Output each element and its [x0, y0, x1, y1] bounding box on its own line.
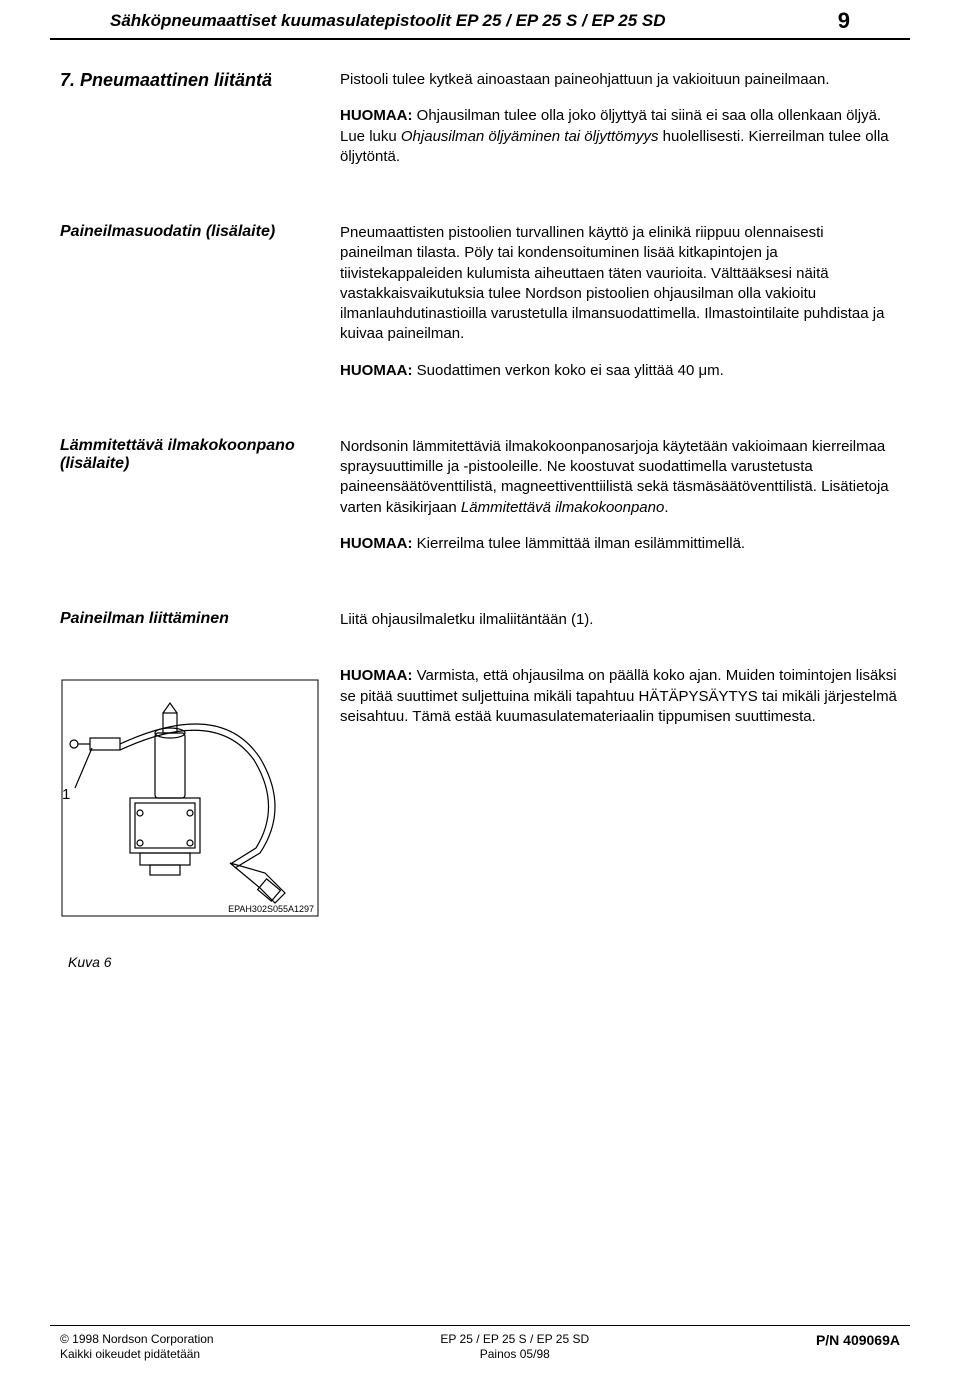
note-label: HUOMAA: [340, 107, 413, 124]
product-line: EP 25 / EP 25 S / EP 25 SD [440, 1332, 589, 1348]
text: Varmista, että ohjausilma on päällä koko… [340, 667, 897, 725]
edition: Painos 05/98 [440, 1347, 589, 1363]
page-content: 7. Pneumaattinen liitäntä Pistooli tulee… [0, 40, 960, 970]
section-title: Paineilman liittäminen [60, 610, 320, 628]
diagram-container: 1 EPAH302S055A1297 [60, 678, 320, 914]
section-title: 7. Pneumaattinen liitäntä [60, 70, 320, 91]
section-pneumaattinen: 7. Pneumaattinen liitäntä Pistooli tulee… [60, 70, 900, 183]
paragraph: Nordsonin lämmitettäviä ilmakokoonpanosa… [340, 437, 900, 518]
section-title: Paineilmasuodatin (lisälaite) [60, 223, 320, 241]
paragraph: Pneumaattisten pistoolien turvallinen kä… [340, 223, 900, 345]
section-body: Pistooli tulee kytkeä ainoastaan paineoh… [340, 70, 900, 183]
note-label: HUOMAA: [340, 362, 413, 379]
section-paineilman-liittaminen: Paineilman liittäminen Liitä ohjausilmal… [60, 610, 900, 646]
section-paineilmasuodatin: Paineilmasuodatin (lisälaite) Pneumaatti… [60, 223, 900, 397]
section-left: Paineilmasuodatin (lisälaite) [60, 223, 340, 397]
section-title: Lämmitettävä ilmakokoonpano (lisälaite) [60, 437, 320, 473]
section-left: 1 EPAH302S055A1297 [60, 666, 340, 914]
section-body: Pneumaattisten pistoolien turvallinen kä… [340, 223, 900, 397]
note-label: HUOMAA: [340, 667, 413, 684]
section-body: Nordsonin lämmitettäviä ilmakokoonpanosa… [340, 437, 900, 570]
paragraph: HUOMAA: Suodattimen verkon koko ei saa y… [340, 361, 900, 381]
section-lammitettava: Lämmitettävä ilmakokoonpano (lisälaite) … [60, 437, 900, 570]
section-left: 7. Pneumaattinen liitäntä [60, 70, 340, 183]
section-left: Lämmitettävä ilmakokoonpano (lisälaite) [60, 437, 340, 570]
paragraph: HUOMAA: Kierreilma tulee lämmittää ilman… [340, 534, 900, 554]
figure-caption: Kuva 6 [68, 954, 900, 970]
section-left: Paineilman liittäminen [60, 610, 340, 646]
note-label: HUOMAA: [340, 535, 413, 552]
text: Kierreilma tulee lämmittää ilman esilämm… [413, 535, 746, 552]
section-body: HUOMAA: Varmista, että ohjausilma on pää… [340, 666, 900, 914]
page-footer: © 1998 Nordson Corporation Kaikki oikeud… [50, 1325, 910, 1363]
footer-center: EP 25 / EP 25 S / EP 25 SD Painos 05/98 [440, 1332, 589, 1363]
callout-label-1: 1 [62, 786, 70, 803]
footer-left: © 1998 Nordson Corporation Kaikki oikeud… [60, 1332, 214, 1363]
section-body: Liitä ohjausilmaletku ilmaliitäntään (1)… [340, 610, 900, 646]
paragraph: Liitä ohjausilmaletku ilmaliitäntään (1)… [340, 610, 900, 630]
italic-text: Lämmitettävä ilmakokoonpano [461, 499, 664, 516]
text: Suodattimen verkon koko ei saa ylittää 4… [413, 362, 724, 379]
page-header: Sähköpneumaattiset kuumasulatepistoolit … [50, 0, 910, 40]
pistol-diagram-svg [60, 678, 320, 918]
section-diagram-row: 1 EPAH302S055A1297 HUOMAA: Varmista, ett… [60, 666, 900, 914]
paragraph: HUOMAA: Varmista, että ohjausilma on pää… [340, 666, 900, 727]
page-number: 9 [838, 8, 850, 34]
copyright: © 1998 Nordson Corporation [60, 1332, 214, 1348]
header-title: Sähköpneumaattiset kuumasulatepistoolit … [110, 11, 666, 31]
part-number: P/N 409069A [816, 1332, 900, 1348]
paragraph: HUOMAA: Ohjausilman tulee olla joko öljy… [340, 106, 900, 167]
text: . [664, 499, 668, 516]
italic-text: Ohjausilman öljyäminen tai öljyttömyys [401, 128, 659, 145]
technical-diagram: 1 [60, 678, 320, 918]
paragraph: Pistooli tulee kytkeä ainoastaan paineoh… [340, 70, 900, 90]
rights: Kaikki oikeudet pidätetään [60, 1347, 214, 1363]
